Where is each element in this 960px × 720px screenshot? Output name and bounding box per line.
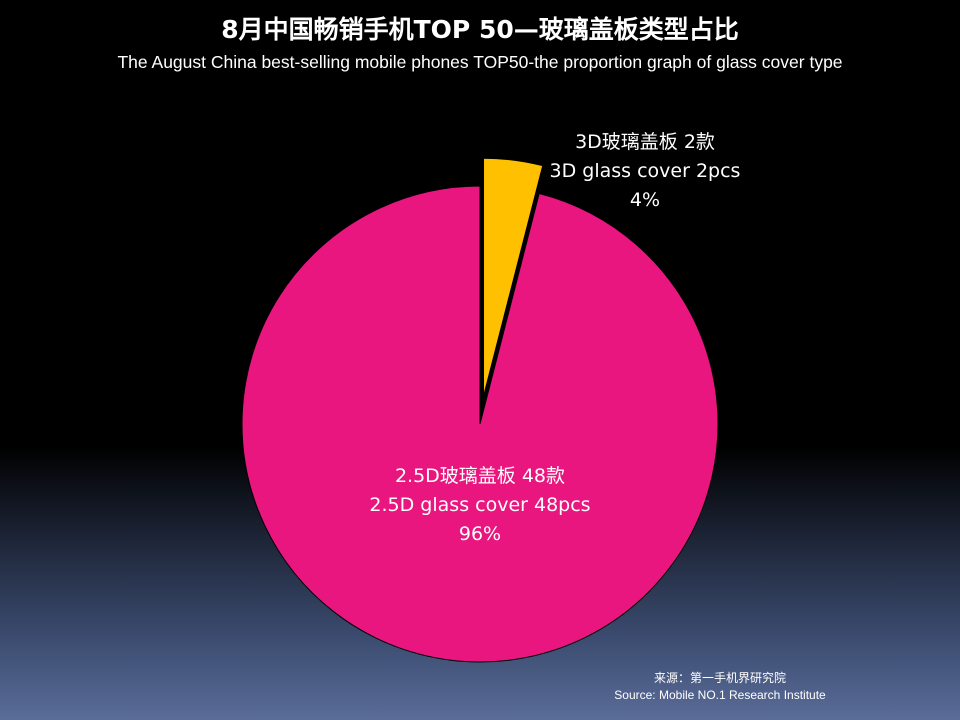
chart-subtitle: The August China best-selling mobile pho…	[117, 52, 843, 72]
source-en: Source: Mobile NO.1 Research Institute	[614, 688, 826, 702]
slice-label-2-5d: 2.5D玻璃盖板 48款 2.5D glass cover 48pcs 96%	[300, 462, 660, 549]
pie-slice-2-5d	[241, 185, 719, 663]
source-zh: 来源：第一手机界研究院	[653, 671, 786, 685]
chart-title: 8月中国畅销手机TOP 50—玻璃盖板类型占比	[221, 15, 739, 44]
slice-label-2-5d-en: 2.5D glass cover 48pcs	[369, 494, 591, 516]
slice-label-2-5d-zh: 2.5D玻璃盖板 48款	[394, 465, 566, 487]
pie-slice-3d	[483, 157, 544, 397]
slice-label-3d-en: 3D glass cover 2pcs	[549, 160, 741, 182]
slice-label-2-5d-percent: 96%	[458, 523, 502, 545]
slice-label-3d: 3D玻璃盖板 2款 3D glass cover 2pcs 4%	[530, 128, 760, 215]
source-note: 来源：第一手机界研究院 Source: Mobile NO.1 Research…	[580, 670, 860, 704]
slice-label-3d-zh: 3D玻璃盖板 2款	[575, 131, 715, 153]
slice-label-3d-percent: 4%	[629, 189, 661, 211]
